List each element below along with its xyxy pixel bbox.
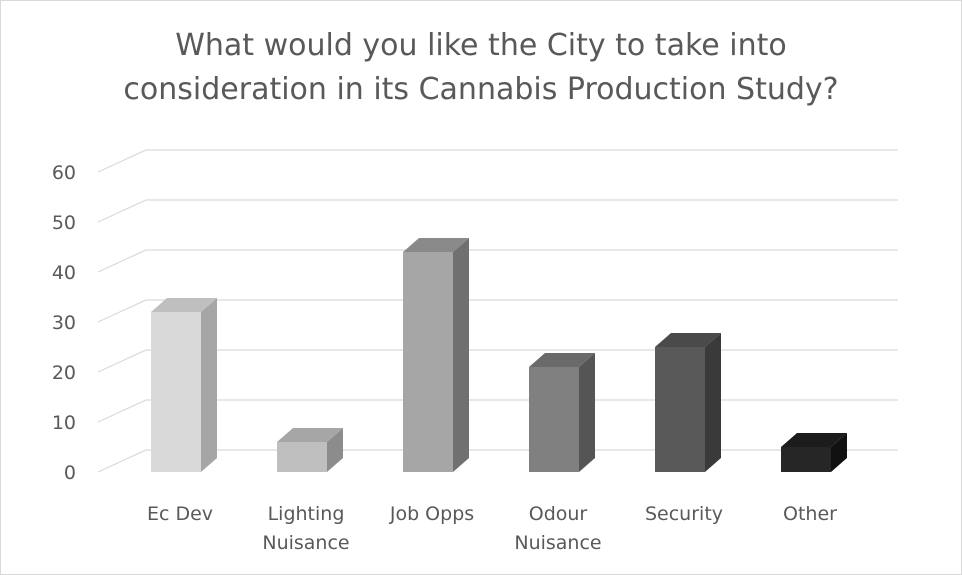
bars	[151, 238, 847, 472]
chart-title: What would you like the City to take int…	[0, 24, 962, 112]
bar-front-face	[151, 312, 201, 472]
bar	[403, 238, 469, 472]
chart-title-line-2: consideration in its Cannabis Production…	[123, 72, 839, 107]
y-tick-label: 0	[64, 462, 76, 484]
y-tick-label: 40	[52, 262, 76, 284]
x-tick-label: Ec Dev	[147, 503, 213, 525]
bar-side-face	[327, 428, 343, 472]
gridline	[97, 399, 898, 423]
bar-side-face	[453, 238, 469, 472]
bar-top-face	[403, 238, 469, 252]
x-tick-label: Job Opps	[389, 503, 474, 525]
x-tick-label: Odour Nuisance	[514, 503, 601, 554]
gridline	[97, 249, 898, 273]
bar-front-face	[277, 442, 327, 472]
bar-top-face	[151, 298, 217, 312]
y-tick-label: 50	[52, 212, 76, 234]
y-axis-tick-labels: 0 10 20 30 40 50 60	[52, 162, 76, 484]
bar-side-face	[579, 353, 595, 472]
gridline	[97, 149, 898, 173]
bar-top-face	[655, 333, 721, 347]
bar	[151, 298, 217, 472]
x-tick-label: Lighting Nuisance	[262, 503, 349, 554]
grid-lines	[97, 149, 898, 473]
bar	[529, 353, 595, 472]
y-tick-label: 60	[52, 162, 76, 184]
y-tick-label: 20	[52, 362, 76, 384]
y-tick-label: 30	[52, 312, 76, 334]
bar-top-face	[781, 433, 847, 447]
bar	[781, 433, 847, 472]
bar-front-face	[655, 347, 705, 472]
bar-side-face	[705, 333, 721, 472]
bar	[277, 428, 343, 472]
gridline	[97, 199, 898, 223]
bar-side-face	[201, 298, 217, 472]
gridline	[97, 449, 898, 473]
gridline	[97, 299, 898, 323]
bar	[655, 333, 721, 472]
chart-title-line-1: What would you like the City to take int…	[175, 28, 787, 63]
gridline	[97, 349, 898, 373]
y-tick-label: 10	[52, 412, 76, 434]
x-tick-label: Security	[645, 503, 723, 525]
x-axis-tick-labels: Ec Dev Lighting Nuisance Job Opps Odour Nuisa…	[147, 503, 837, 554]
x-tick-label: Other	[783, 503, 837, 525]
bar-front-face	[781, 447, 831, 472]
bar-side-face	[831, 433, 847, 472]
bar-top-face	[277, 428, 343, 442]
bar-front-face	[529, 367, 579, 472]
bar-front-face	[403, 252, 453, 472]
bar-top-face	[529, 353, 595, 367]
